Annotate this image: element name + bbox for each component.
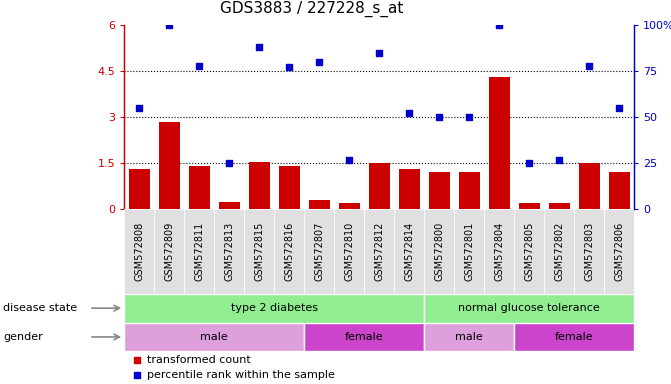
Bar: [304, 323, 424, 351]
Bar: [514, 323, 634, 351]
Text: GSM572815: GSM572815: [254, 222, 264, 281]
Point: [223, 160, 234, 166]
Point: [134, 105, 144, 111]
Point: [584, 63, 595, 69]
Text: GDS3883 / 227228_s_at: GDS3883 / 227228_s_at: [220, 1, 404, 17]
Bar: [424, 323, 514, 351]
Bar: [488, 77, 509, 209]
Point: [164, 22, 174, 28]
Bar: [544, 209, 574, 294]
Text: GSM572809: GSM572809: [164, 222, 174, 281]
Text: GSM572803: GSM572803: [584, 222, 594, 281]
Point: [132, 372, 142, 379]
Text: GSM572816: GSM572816: [284, 222, 294, 281]
Text: GSM572800: GSM572800: [434, 222, 444, 281]
Text: type 2 diabetes: type 2 diabetes: [231, 303, 317, 313]
Bar: [394, 209, 424, 294]
Point: [374, 50, 384, 56]
Point: [344, 156, 354, 162]
Point: [404, 110, 415, 116]
Text: transformed count: transformed count: [147, 355, 251, 365]
Bar: [124, 294, 424, 323]
Bar: [484, 209, 514, 294]
Bar: [189, 166, 209, 209]
Bar: [399, 169, 419, 209]
Text: female: female: [555, 332, 593, 342]
Bar: [424, 294, 634, 323]
Point: [494, 22, 505, 28]
Bar: [158, 122, 180, 209]
Bar: [578, 163, 600, 209]
Point: [284, 64, 295, 70]
Text: GSM572802: GSM572802: [554, 222, 564, 281]
Text: GSM572810: GSM572810: [344, 222, 354, 281]
Bar: [309, 200, 329, 209]
Bar: [219, 202, 240, 209]
Bar: [304, 209, 334, 294]
Bar: [124, 209, 154, 294]
Text: GSM572812: GSM572812: [374, 222, 384, 281]
Bar: [129, 169, 150, 209]
Bar: [154, 209, 184, 294]
Text: gender: gender: [3, 332, 43, 342]
Bar: [244, 209, 274, 294]
Bar: [424, 209, 454, 294]
Text: GSM572806: GSM572806: [614, 222, 624, 281]
Bar: [124, 323, 304, 351]
Text: normal glucose tolerance: normal glucose tolerance: [458, 303, 600, 313]
Bar: [519, 203, 539, 209]
Text: percentile rank within the sample: percentile rank within the sample: [147, 371, 335, 381]
Point: [554, 156, 564, 162]
Bar: [274, 209, 304, 294]
Text: GSM572805: GSM572805: [524, 222, 534, 281]
Bar: [184, 209, 214, 294]
Point: [254, 44, 264, 50]
Bar: [454, 209, 484, 294]
Text: female: female: [345, 332, 383, 342]
Bar: [429, 172, 450, 209]
Bar: [514, 209, 544, 294]
Bar: [364, 209, 394, 294]
Bar: [574, 209, 604, 294]
Text: GSM572811: GSM572811: [194, 222, 204, 281]
Bar: [549, 203, 570, 209]
Point: [314, 59, 325, 65]
Text: disease state: disease state: [3, 303, 77, 313]
Bar: [339, 203, 360, 209]
Bar: [609, 172, 629, 209]
Point: [614, 105, 625, 111]
Bar: [249, 162, 270, 209]
Point: [132, 357, 142, 363]
Text: male: male: [455, 332, 483, 342]
Text: GSM572813: GSM572813: [224, 222, 234, 281]
Point: [464, 114, 474, 120]
Point: [524, 160, 535, 166]
Text: male: male: [200, 332, 228, 342]
Text: GSM572801: GSM572801: [464, 222, 474, 281]
Text: GSM572808: GSM572808: [134, 222, 144, 281]
Bar: [214, 209, 244, 294]
Text: GSM572807: GSM572807: [314, 222, 324, 281]
Bar: [368, 163, 390, 209]
Text: GSM572814: GSM572814: [404, 222, 414, 281]
Point: [433, 114, 444, 120]
Text: GSM572804: GSM572804: [494, 222, 504, 281]
Bar: [604, 209, 634, 294]
Bar: [334, 209, 364, 294]
Bar: [278, 166, 300, 209]
Point: [194, 63, 205, 69]
Bar: [458, 172, 480, 209]
